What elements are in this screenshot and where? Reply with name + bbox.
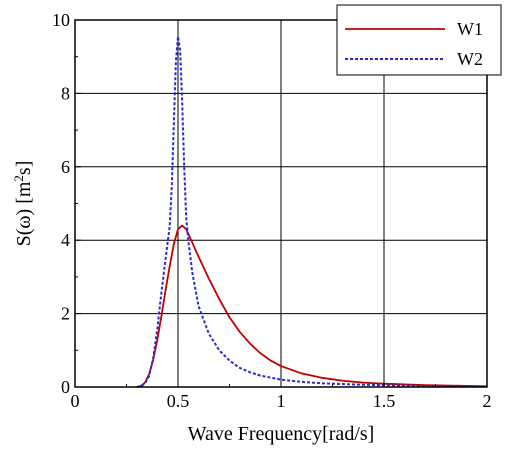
legend: W1 W2: [336, 4, 502, 76]
y-tick-label: 2: [61, 304, 70, 324]
legend-label-w1: W1: [457, 19, 483, 39]
y-axis-title-main: S(ω) [m: [13, 181, 35, 246]
series-line-w1: [136, 224, 488, 388]
y-tick-label: 10: [52, 10, 70, 30]
y-tick-label: 0: [61, 377, 70, 397]
y-axis-title: S(ω) [m2s]: [11, 161, 36, 247]
x-tick-label: 1.5: [373, 391, 396, 411]
x-tick-label: 1: [277, 391, 286, 411]
legend-label-w2: W2: [457, 49, 483, 69]
x-tick-label: 0: [71, 391, 80, 411]
y-tick-label: 4: [61, 230, 70, 250]
x-tick-label: 2: [483, 391, 492, 411]
legend-box: [336, 4, 502, 76]
series-layer: [136, 35, 488, 388]
x-axis-title: Wave Frequency[rad/s]: [188, 423, 375, 445]
y-axis-title-sup: 2: [11, 175, 26, 182]
y-tick-label: 8: [61, 83, 70, 103]
axis-ticks: 0 0.5 1 1.5 2 0 2 4 6 8 10: [52, 10, 492, 411]
y-tick-label: 6: [61, 157, 70, 177]
series-line-w2: [136, 35, 488, 388]
x-tick-label: 0.5: [167, 391, 190, 411]
grid: [75, 20, 487, 387]
y-axis-title-end: s]: [13, 161, 35, 175]
